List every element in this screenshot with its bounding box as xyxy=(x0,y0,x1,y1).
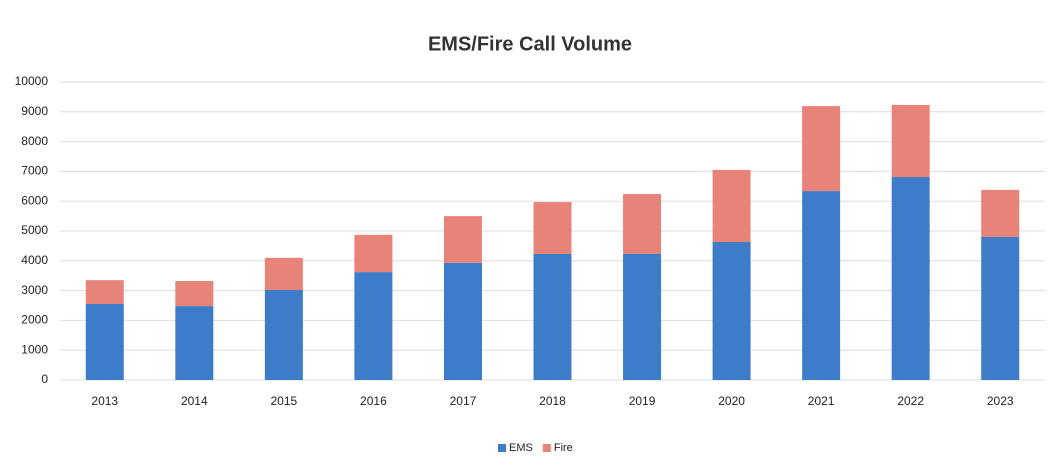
bar-segment xyxy=(85,304,124,380)
legend-swatch xyxy=(498,444,506,452)
bar-segment xyxy=(354,234,393,273)
bar-segment xyxy=(175,306,214,380)
x-tick-label: 2021 xyxy=(808,394,835,408)
y-tick-label: 6000 xyxy=(21,193,48,207)
bar-segment xyxy=(443,216,482,263)
bar-segment xyxy=(533,253,572,380)
y-tick-label: 5000 xyxy=(21,223,48,237)
x-tick-label: 2020 xyxy=(718,394,745,408)
legend-label: Fire xyxy=(554,442,573,454)
y-tick-label: 1000 xyxy=(21,342,48,356)
bar-segment xyxy=(85,280,124,305)
bar-segment xyxy=(712,169,751,243)
x-tick-label: 2023 xyxy=(987,394,1014,408)
bar-segment xyxy=(623,194,662,254)
bar-segment xyxy=(712,242,751,380)
x-tick-label: 2018 xyxy=(539,394,566,408)
y-tick-label: 4000 xyxy=(21,253,48,267)
bar-segment xyxy=(891,104,930,178)
y-tick-label: 8000 xyxy=(21,134,48,148)
bar-segment xyxy=(264,257,303,291)
x-tick-label: 2022 xyxy=(897,394,924,408)
legend-label: EMS xyxy=(509,442,533,454)
bar-segment xyxy=(981,236,1020,380)
bar-segment xyxy=(533,202,572,254)
bar-segment xyxy=(354,272,393,380)
bar-segment xyxy=(981,189,1020,237)
bar-segment xyxy=(175,281,214,307)
x-tick-label: 2013 xyxy=(91,394,118,408)
x-tick-label: 2016 xyxy=(360,394,387,408)
x-tick-label: 2015 xyxy=(271,394,298,408)
y-tick-label: 3000 xyxy=(21,283,48,297)
y-tick-label: 2000 xyxy=(21,313,48,327)
y-tick-label: 10000 xyxy=(15,74,49,88)
bar-segment xyxy=(264,290,303,380)
bar-segment xyxy=(802,106,841,192)
bar-segment xyxy=(891,177,930,380)
bar-segment xyxy=(623,253,662,380)
y-tick-label: 7000 xyxy=(21,164,48,178)
y-tick-label: 0 xyxy=(41,372,48,386)
legend-swatch xyxy=(542,444,551,452)
x-tick-label: 2014 xyxy=(181,394,208,408)
y-tick-label: 9000 xyxy=(21,104,48,118)
x-tick-label: 2017 xyxy=(450,394,477,408)
bar-segment xyxy=(802,191,841,380)
bar-segment xyxy=(443,262,482,380)
x-tick-label: 2019 xyxy=(629,394,656,408)
chart-title: EMS/Fire Call Volume xyxy=(428,33,632,55)
